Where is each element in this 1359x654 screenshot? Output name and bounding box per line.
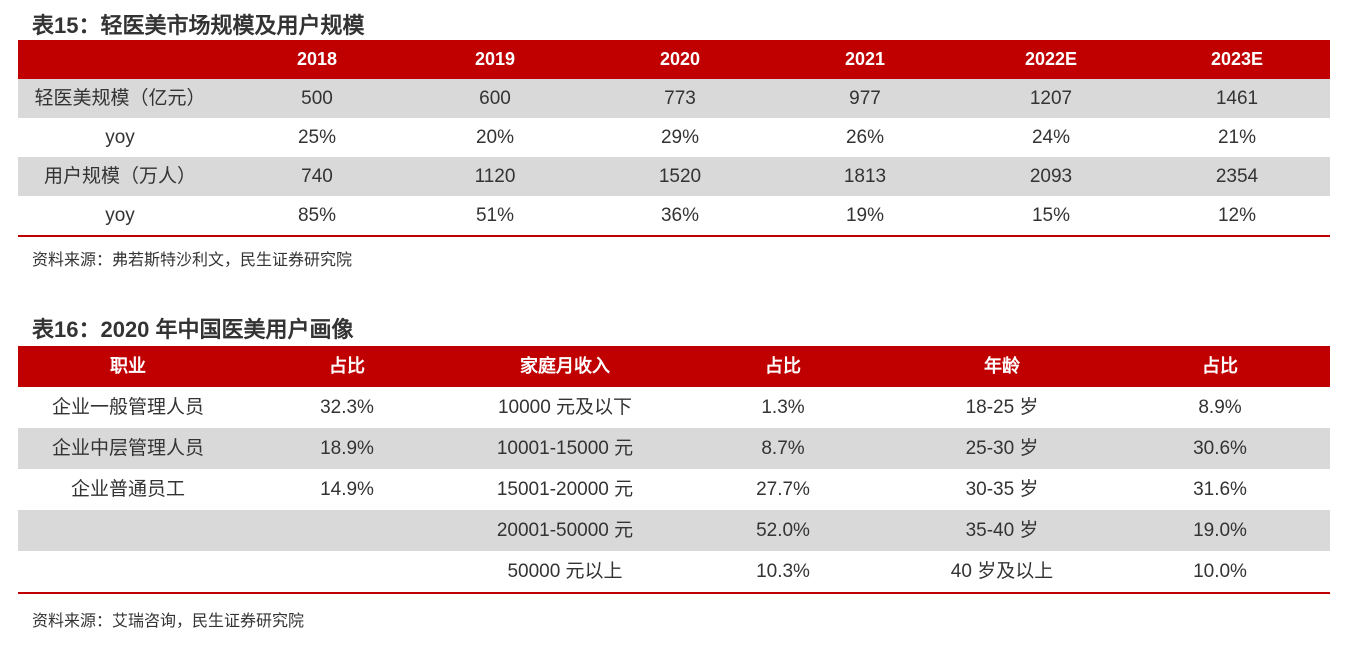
table-cell: yoy <box>105 127 135 148</box>
table-rule <box>18 235 1330 237</box>
table-cell: 773 <box>664 88 696 109</box>
table-cell: 用户规模（万人） <box>43 166 197 187</box>
table-cell: 1813 <box>843 166 887 187</box>
table-cell: 26% <box>845 127 885 148</box>
table-cell: 36% <box>660 205 700 226</box>
table-cell: 20% <box>475 127 515 148</box>
table-cell: 18.9% <box>320 438 374 459</box>
table-cell: 18-25 岁 <box>965 397 1039 418</box>
table-cell: 10.3% <box>756 561 810 582</box>
table-cell: 20001-50000 元 <box>496 520 634 541</box>
table-cell: 14.9% <box>320 479 374 500</box>
table-cell: 企业中层管理人员 <box>51 438 205 459</box>
header-cell: 年龄 <box>984 356 1020 376</box>
table-cell: 740 <box>301 166 333 187</box>
table-row: 企业普通员工 14.9% 15001-20000 元 27.7% 30-35 岁 31.6… <box>18 469 1330 510</box>
table-cell: 1120 <box>474 166 516 187</box>
table-cell: 1461 <box>1215 88 1259 109</box>
table-cell: 25% <box>297 127 337 148</box>
header-cell: 2023E <box>1210 49 1264 69</box>
table-cell: 52.0% <box>756 520 810 541</box>
table-cell: 29% <box>660 127 700 148</box>
table-cell: 企业普通员工 <box>70 479 186 500</box>
table-cell: 51% <box>475 205 515 226</box>
table-cell: 10000 元及以下 <box>497 397 633 418</box>
table-cell: 企业一般管理人员 <box>51 397 205 418</box>
table-row: 用户规模（万人） 740 1120 1520 1813 2093 2354 <box>18 157 1330 196</box>
table-cell: 31.6% <box>1193 479 1247 500</box>
table-cell: 12% <box>1217 205 1257 226</box>
header-row: 职业 占比 家庭月收入 占比 年龄 占比 <box>18 346 1330 387</box>
table-row: 轻医美规模（亿元） 500 600 773 977 1207 1461 <box>18 79 1330 118</box>
table-cell: 2093 <box>1029 166 1073 187</box>
table-cell: 1.3% <box>761 397 805 418</box>
table-cell: 30-35 岁 <box>965 479 1039 500</box>
table-cell: 10001-15000 元 <box>496 438 634 459</box>
table-cell: 27.7% <box>756 479 810 500</box>
header-cell: 2021 <box>844 49 886 69</box>
table-cell: 35-40 岁 <box>965 520 1039 541</box>
table-cell: 8.9% <box>1198 397 1242 418</box>
table-cell: 19.0% <box>1193 520 1247 541</box>
header-cell: 占比 <box>765 356 801 376</box>
header-cell: 职业 <box>110 356 146 376</box>
table-cell: 500 <box>301 88 333 109</box>
table-title: 表16：2020 年中国医美用户画像 <box>32 317 354 342</box>
header-cell: 占比 <box>329 356 365 376</box>
table-cell: 8.7% <box>761 438 805 459</box>
table-rule <box>18 592 1330 594</box>
table-cell: 24% <box>1031 127 1071 148</box>
table-cell: 10.0% <box>1193 561 1247 582</box>
table-cell: 19% <box>845 205 885 226</box>
table-row: yoy 85% 51% 36% 19% 15% 12% <box>18 196 1330 235</box>
header-cell: 占比 <box>1202 356 1238 376</box>
table-cell: 1207 <box>1029 88 1073 109</box>
table-cell: 1520 <box>658 166 702 187</box>
table-cell: 15% <box>1031 205 1071 226</box>
table-row: 企业中层管理人员 18.9% 10001-15000 元 8.7% 25-30 岁 30.… <box>18 428 1330 469</box>
table-row: yoy 25% 20% 29% 26% 24% 21% <box>18 118 1330 157</box>
table-cell: 21% <box>1217 127 1257 148</box>
table-cell: 85% <box>297 205 337 226</box>
table-cell: 25-30 岁 <box>965 438 1039 459</box>
table-cell: yoy <box>105 205 135 226</box>
table-cell: 600 <box>479 88 511 109</box>
header-row: 2018 2019 2020 2021 2022E 2023E <box>18 40 1330 79</box>
source-note: 资料来源：艾瑞咨询，民生证券研究院 <box>32 613 305 630</box>
source-note: 资料来源：弗若斯特沙利文，民生证券研究院 <box>32 252 353 269</box>
header-cell: 2018 <box>296 49 338 69</box>
table-cell: 2354 <box>1215 166 1259 187</box>
header-cell: 2022E <box>1024 49 1078 69</box>
table-cell: 30.6% <box>1193 438 1247 459</box>
header-cell: 2019 <box>474 49 516 69</box>
table-cell: 32.3% <box>320 397 374 418</box>
table-cell: 50000 元以上 <box>507 561 623 582</box>
table-row: 50000 元以上 10.3% 40 岁及以上 10.0% <box>18 551 1330 592</box>
header-cell: 家庭月收入 <box>520 356 610 376</box>
table-cell: 40 岁及以上 <box>950 561 1054 582</box>
table-cell: 15001-20000 元 <box>496 479 634 500</box>
table-cell: 977 <box>849 88 881 109</box>
table-title: 表15：轻医美市场规模及用户规模 <box>32 13 365 38</box>
table-row: 20001-50000 元 52.0% 35-40 岁 19.0% <box>18 510 1330 551</box>
table-cell: 轻医美规模（亿元） <box>34 88 206 109</box>
header-cell: 2020 <box>659 49 701 69</box>
table-row: 企业一般管理人员 32.3% 10000 元及以下 1.3% 18-25 岁 8.9% <box>18 387 1330 428</box>
